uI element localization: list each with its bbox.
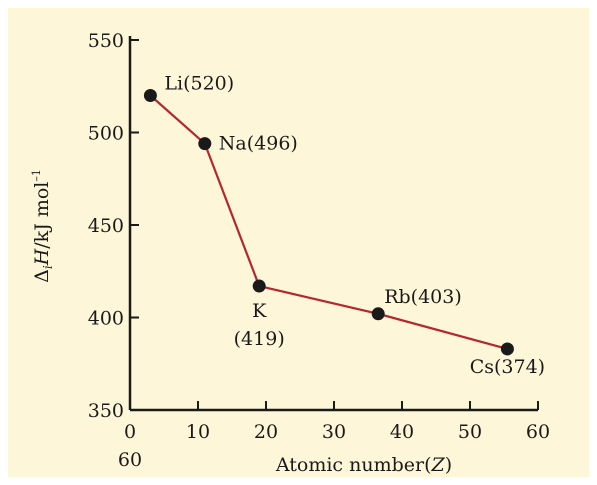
x-extra-label: 60 (118, 449, 142, 471)
point-label: (419) (234, 328, 285, 350)
y-tick-label: 400 (88, 308, 124, 330)
data-point (143, 89, 157, 102)
y-tick-label: 450 (88, 215, 124, 237)
y-tick-label: 550 (88, 30, 124, 52)
y-axis-title: ΔiH/kJ mol–1 (30, 169, 55, 283)
x-tick-label: 0 (124, 421, 136, 443)
point-label: Rb(403) (384, 286, 462, 308)
point-label: Na(496) (219, 133, 298, 155)
point-label: Li(520) (164, 73, 234, 95)
x-tick-label: 30 (322, 421, 346, 443)
data-point (252, 279, 266, 293)
x-tick-label: 10 (186, 421, 210, 443)
x-axis-title: Atomic number(Z) (275, 454, 452, 476)
data-point (198, 137, 212, 151)
y-tick-label: 350 (88, 400, 124, 422)
y-tick-label: 500 (88, 123, 124, 145)
data-point (500, 342, 514, 356)
x-tick-label: 50 (458, 421, 482, 443)
axes: 350 400 450 500 550 0 10 20 30 40 50 60 60 Atomic num… (30, 30, 550, 476)
point-label: K (252, 300, 267, 322)
series-group (143, 89, 514, 356)
point-label: Cs(374) (470, 356, 545, 378)
labels-group: Li(520) Na(496) K (419) Rb(403) Cs(374) (164, 73, 545, 378)
chart-background (8, 8, 589, 477)
x-tick-label: 40 (390, 421, 414, 443)
x-tick-label: 60 (526, 421, 550, 443)
x-tick-label: 20 (254, 421, 278, 443)
data-point (371, 307, 385, 321)
